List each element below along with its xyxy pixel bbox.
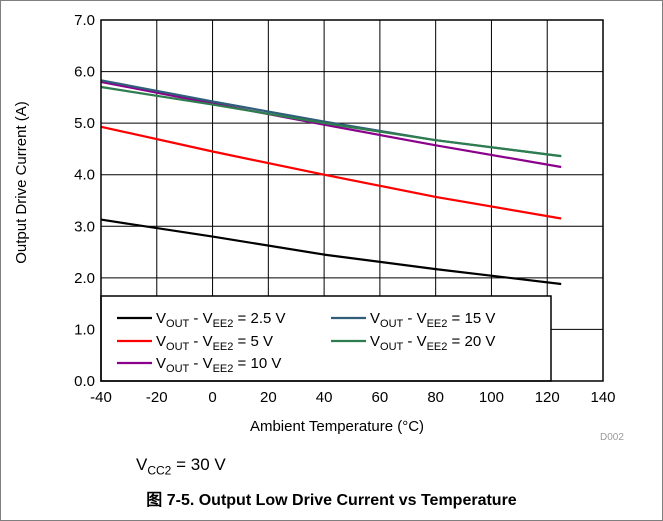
legend-label-5: VOUT - VEE2 = 20 V (370, 333, 495, 353)
series-line-4 (100, 79, 562, 158)
series-line-1 (100, 218, 562, 286)
x-tick-label: 20 (260, 389, 277, 406)
series-lines (100, 79, 562, 286)
figure-caption: 图 7-5. Output Low Drive Current vs Tempe… (146, 492, 517, 509)
x-tick-label: -20 (146, 389, 168, 406)
plot-area-border (100, 19, 604, 382)
x-tick-label: 0 (208, 389, 216, 406)
y-tick-label: 6.0 (74, 64, 95, 81)
y-tick-label: 3.0 (74, 218, 95, 235)
legend-label-2: VOUT - VEE2 = 5 V (156, 333, 273, 353)
x-tick-label: 60 (372, 389, 389, 406)
y-tick-label: 4.0 (74, 167, 95, 184)
y-tick-label: 0.0 (74, 373, 95, 390)
x-axis-label: Ambient Temperature (°C) (250, 418, 424, 435)
condition-symbol: V (136, 455, 148, 474)
x-tick-label: 80 (427, 389, 444, 406)
supply-condition: VCC2 = 30 V (136, 455, 226, 477)
condition-subscript: CC2 (147, 463, 172, 478)
legend-label-1: VOUT - VEE2 = 2.5 V (156, 310, 286, 330)
figure-id: D002 (600, 432, 624, 443)
series-line-2 (100, 125, 562, 220)
y-tick-label: 2.0 (74, 270, 95, 287)
x-tick-label: 140 (590, 389, 615, 406)
legend-label-4: VOUT - VEE2 = 15 V (370, 310, 495, 330)
y-axis-label: Output Drive Current (A) (13, 101, 30, 264)
x-tick-label: 100 (479, 389, 504, 406)
y-tick-label: 5.0 (74, 115, 95, 132)
series-line-5 (100, 85, 562, 158)
legend-label-3: VOUT - VEE2 = 10 V (156, 355, 281, 375)
y-tick-label: 7.0 (74, 12, 95, 29)
condition-value: = 30 V (171, 455, 226, 474)
axes: -40 -20 0 20 40 60 80 100 120 140 0.0 1.0 2.0 3.0 4.0 5… (74, 12, 615, 406)
x-tick-label: 120 (535, 389, 560, 406)
series-line-3 (100, 80, 562, 169)
legend-box (100, 295, 552, 382)
y-tick-label: 1.0 (74, 321, 95, 338)
x-tick-label: 40 (316, 389, 333, 406)
x-tick-label: -40 (90, 389, 112, 406)
